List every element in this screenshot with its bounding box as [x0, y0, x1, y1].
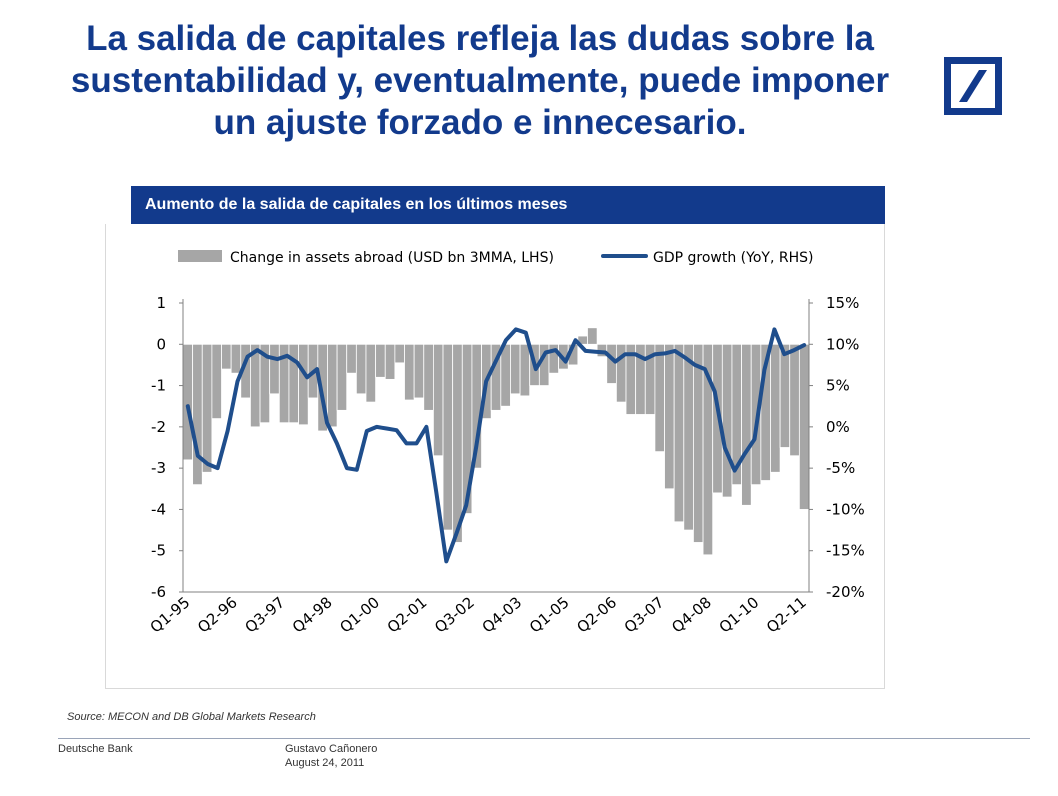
bar-62	[779, 343, 791, 448]
y-left-tick-label-0: 1	[156, 294, 166, 312]
y-left-tick-label-3: -2	[151, 418, 166, 436]
footer-company: Deutsche Bank	[58, 743, 133, 755]
y-right-tick-label-5: -10%	[826, 500, 865, 518]
bar-15	[327, 343, 338, 428]
bar-9	[269, 343, 280, 395]
x-tick-label-3: Q4-98	[289, 593, 336, 636]
bar-16	[336, 343, 348, 411]
x-tick-label-2: Q3-97	[242, 593, 289, 636]
y-right-tick-label-2: 5%	[826, 377, 850, 395]
bar-52	[683, 343, 694, 531]
bar-64	[798, 343, 810, 510]
x-tick-label-7: Q4-03	[479, 593, 526, 636]
slide-title: La salida de capitales refleja las dudas…	[30, 18, 930, 144]
bar-23	[404, 343, 415, 401]
bar-27	[442, 343, 454, 531]
legend-swatch-bars	[178, 250, 222, 262]
x-tick-label-9: Q2-06	[573, 593, 620, 636]
footer-author: Gustavo Cañonero	[285, 743, 378, 755]
source-note: Source: MECON and DB Global Markets Rese…	[67, 711, 316, 723]
y-left-tick-label-1: 0	[156, 335, 166, 353]
y-left-tick-label-6: -5	[151, 542, 166, 560]
x-tick-label-13: Q2-11	[763, 593, 810, 636]
bar-56	[721, 343, 733, 498]
capital-outflow-chart: 1 0 -1 -2 -3 -4 -5 -6 15% 10% 5% 0% -5% -10% -15% -20% Q…	[147, 250, 865, 637]
bar-18	[355, 343, 367, 395]
bar-53	[693, 343, 704, 543]
bar-25	[423, 343, 434, 411]
bar-28	[452, 343, 463, 543]
y-right-tick-label-0: 15%	[826, 294, 859, 312]
y-right-tick-label-4: -5%	[826, 459, 855, 477]
bar-17	[346, 343, 357, 374]
slide-title-line-3: un ajuste forzado e innecesario.	[213, 103, 747, 142]
slide-title-line-2: sustentabilidad y, eventualmente, puede …	[70, 61, 890, 100]
x-tick-label-8: Q1-05	[526, 593, 573, 636]
bar-2	[201, 343, 213, 473]
y-left-tick-label-5: -4	[151, 500, 166, 518]
bar-49	[654, 343, 665, 453]
bar-22	[394, 343, 405, 364]
bar-42	[587, 327, 598, 345]
x-tick-label-6: Q3-02	[431, 593, 478, 636]
bar-20	[375, 343, 386, 378]
bar-35	[519, 343, 531, 397]
bar-1	[192, 343, 203, 486]
y-left-tick-label-7: -6	[151, 583, 166, 601]
footer-divider	[58, 738, 1030, 739]
y-right-tick-label-6: -15%	[826, 542, 865, 560]
bar-34	[510, 343, 521, 395]
gdp-growth-line	[185, 327, 807, 564]
bar-44	[606, 343, 617, 384]
x-tick-label-1: Q2-96	[194, 593, 241, 636]
bar-0	[182, 343, 194, 461]
bar-33	[500, 343, 511, 407]
bar-50	[664, 343, 675, 490]
footer-date: August 24, 2011	[285, 757, 365, 769]
x-tick-label-11: Q4-08	[668, 593, 715, 636]
x-tick-label-10: Q3-07	[621, 593, 668, 636]
deutsche-bank-logo-icon	[944, 57, 1002, 115]
bar-61	[770, 343, 781, 473]
bar-58	[741, 343, 752, 506]
y-left-tick-label-2: -1	[151, 377, 166, 395]
bar-7	[250, 343, 261, 428]
bar-19	[365, 343, 377, 403]
legend-label-bars: Change in assets abroad (USD bn 3MMA, LH…	[230, 250, 554, 266]
bar-63	[789, 343, 800, 457]
x-tick-label-5: Q2-01	[384, 593, 431, 636]
bar-24	[413, 343, 425, 399]
bar-12	[298, 343, 309, 426]
bar-3	[211, 343, 222, 419]
chart-frame: 1 0 -1 -2 -3 -4 -5 -6 15% 10% 5% 0% -5% -10% -15% -20% Q…	[105, 224, 885, 689]
x-tick-label-4: Q1-00	[336, 593, 383, 636]
slide-title-line-1: La salida de capitales refleja las dudas…	[86, 19, 874, 58]
y-right-tick-label-3: 0%	[826, 418, 850, 436]
x-tick-label-12: Q1-10	[716, 593, 763, 636]
y-left-tick-label-4: -3	[151, 459, 166, 477]
chart-panel-header: Aumento de la salida de capitales en los…	[131, 186, 885, 224]
bar-4	[221, 343, 232, 370]
bar-26	[432, 343, 444, 457]
legend-label-line: GDP growth (YoY, RHS)	[653, 250, 813, 266]
bar-5	[230, 343, 242, 374]
bar-21	[384, 343, 396, 380]
y-right-tick-label-1: 10%	[826, 335, 859, 353]
y-right-tick-label-7: -20%	[826, 583, 865, 601]
bar-51	[673, 343, 685, 523]
